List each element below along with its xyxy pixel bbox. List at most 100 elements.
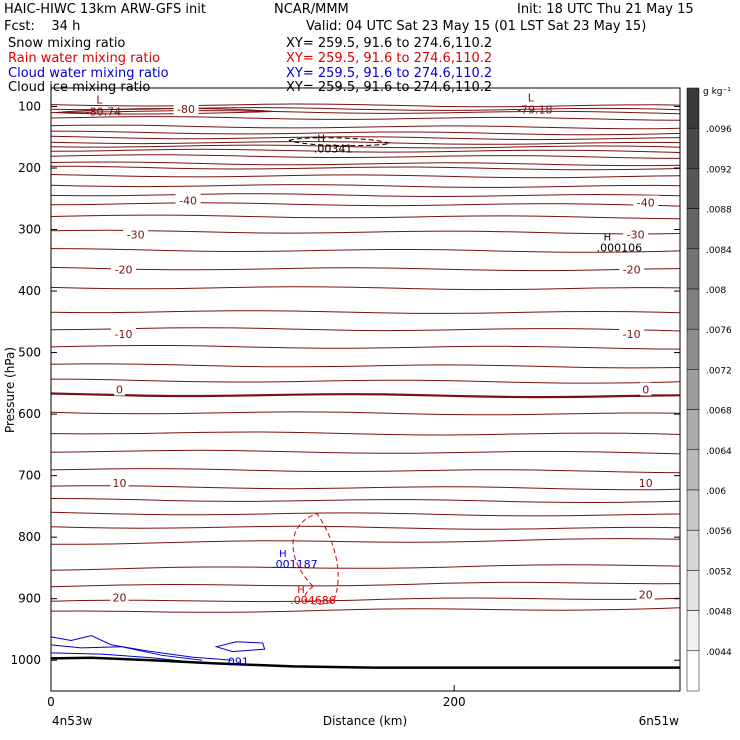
colorbar: .0096 .0092 .0088 .0084 .008 .0076 .0072 .0068.… xyxy=(686,87,732,692)
contour-label: -10 xyxy=(623,328,641,341)
contour-label: -40 xyxy=(637,196,655,209)
field-xy-cloud-water: XY= 259.5, 91.6 to 274.6,110.2 xyxy=(286,66,493,81)
colorbar-bin xyxy=(686,529,700,571)
isotherm-line xyxy=(50,193,681,198)
contour-labels: -80 -40 -40 -30 -30 -20 -20 -10 -10 0 0 10 10 20 20 xyxy=(110,101,659,604)
contour-label: 20 xyxy=(113,591,127,604)
mixing-extremum-value: .000106 xyxy=(597,242,643,255)
contour-label-bg xyxy=(110,476,129,490)
isotherm-line xyxy=(50,378,681,384)
colorbar-bin xyxy=(686,570,700,611)
mixing-extremum-value: .004686 xyxy=(290,594,336,607)
x-tick-label: 0 xyxy=(47,695,55,709)
y-tick-label: 900 xyxy=(18,592,41,606)
y-tick-label: 700 xyxy=(18,469,41,483)
contour-label-bg xyxy=(111,262,137,276)
x-tick-label: 200 xyxy=(443,695,466,709)
contour-label-bg xyxy=(123,227,149,241)
contour-label: 0 xyxy=(642,384,649,397)
x-endpoint-right: 6n51w xyxy=(639,714,680,728)
colorbar-tick-label: .0056 xyxy=(706,527,732,537)
isotherm-line xyxy=(50,485,681,491)
contour-label-bg xyxy=(619,327,645,341)
field-name-rain: Rain water mixing ratio xyxy=(8,51,161,66)
isotherm-line xyxy=(51,538,681,545)
colorbar-bin xyxy=(686,449,700,491)
isotherm-line xyxy=(50,286,681,291)
snow-contour xyxy=(288,137,392,147)
colorbar-tick-label: .0048 xyxy=(706,608,732,618)
temperature-extremum-marker: L xyxy=(528,92,535,105)
temperature-extremum-value: -80.74 xyxy=(86,105,121,118)
contour-label-bg xyxy=(636,476,655,490)
center-org: NCAR/MMM xyxy=(274,2,349,17)
colorbar-bin xyxy=(686,489,700,531)
field-name-cloud-water: Cloud water mixing ratio xyxy=(8,66,169,81)
title-left: HAIC-HIWC 13km ARW-GFS init xyxy=(4,2,206,17)
init-time: Init: 18 UTC Thu 21 May 15 xyxy=(517,2,694,17)
mixing-extremum-marker: H xyxy=(279,549,287,560)
isotherm-line xyxy=(50,229,681,235)
x-endpoint-left: 4n53w xyxy=(52,714,93,728)
isotherm-line xyxy=(50,607,681,613)
colorbar-bin xyxy=(686,288,700,330)
contour-label: -20 xyxy=(115,264,133,277)
colorbar-bin xyxy=(686,610,700,652)
x-axis-label: Distance (km) xyxy=(323,714,407,728)
colorbar-tick-label: .008 xyxy=(706,286,726,296)
isotherm-line xyxy=(50,110,681,115)
colorbar-tick-label: .006 xyxy=(706,487,726,497)
contour-label-bg xyxy=(114,382,126,396)
isotherm-line xyxy=(50,564,681,571)
isotherm-line xyxy=(50,174,681,179)
contour-label-bg xyxy=(110,590,129,604)
cloud-water-contour xyxy=(50,644,203,661)
isotherm-line xyxy=(50,116,681,121)
mixing-extremum-marker: H xyxy=(317,134,325,145)
isotherm-line xyxy=(50,511,681,517)
cloud-water-contour xyxy=(50,652,193,663)
contour-label: -40 xyxy=(179,195,197,208)
mixing-extremum-marker: H xyxy=(297,585,305,596)
isotherm-line xyxy=(50,310,681,314)
temperature-extremum-value: -79.18 xyxy=(517,104,552,117)
colorbar-tick-label: .0092 xyxy=(706,165,732,175)
colorbar-tick-label: .0088 xyxy=(706,206,732,216)
forecast-hour: Fcst: 34 h xyxy=(4,19,81,34)
contour-label-bg xyxy=(175,193,201,207)
colorbar-tick-label: .0052 xyxy=(706,567,732,577)
isotherm-line xyxy=(50,392,681,399)
field-xy-rain: XY= 259.5, 91.6 to 274.6,110.2 xyxy=(286,51,493,66)
isotherm-line xyxy=(50,525,681,530)
isotherm-line xyxy=(50,363,681,369)
contour-label-bg xyxy=(633,195,659,209)
contour-label: -20 xyxy=(623,264,641,277)
contour-label-bg xyxy=(636,587,655,601)
colorbar-bin xyxy=(686,650,700,692)
y-tick-label: 800 xyxy=(18,530,41,544)
isotherm-line xyxy=(50,161,681,167)
colorbar-tick-label: .0068 xyxy=(706,407,732,417)
mixing-extremum-value: 091 xyxy=(228,655,249,668)
isotherm-line xyxy=(50,581,681,588)
contour-label-bg xyxy=(111,327,137,341)
mixing-extremum-value: .00341 xyxy=(314,143,353,156)
cloud-water-contour xyxy=(214,641,266,653)
isotherm-line xyxy=(50,148,681,153)
y-tick-label: 300 xyxy=(18,223,41,237)
colorbar-bin xyxy=(686,328,700,370)
contour-label: 20 xyxy=(639,588,653,601)
isotherm-line xyxy=(50,214,681,220)
colorbar-tick-label: .0084 xyxy=(706,246,732,256)
isotherm-line xyxy=(50,248,681,253)
isotherm-line xyxy=(50,468,681,474)
isotherm-loop xyxy=(54,108,273,115)
isotherm-line xyxy=(50,266,681,272)
plot-frame xyxy=(50,87,681,692)
cloud-water-contour xyxy=(50,635,233,661)
y-tick-label: 600 xyxy=(18,407,41,421)
isotherm-line xyxy=(50,144,681,149)
contour-label: -10 xyxy=(115,328,133,341)
contour-label-bg xyxy=(173,101,199,115)
